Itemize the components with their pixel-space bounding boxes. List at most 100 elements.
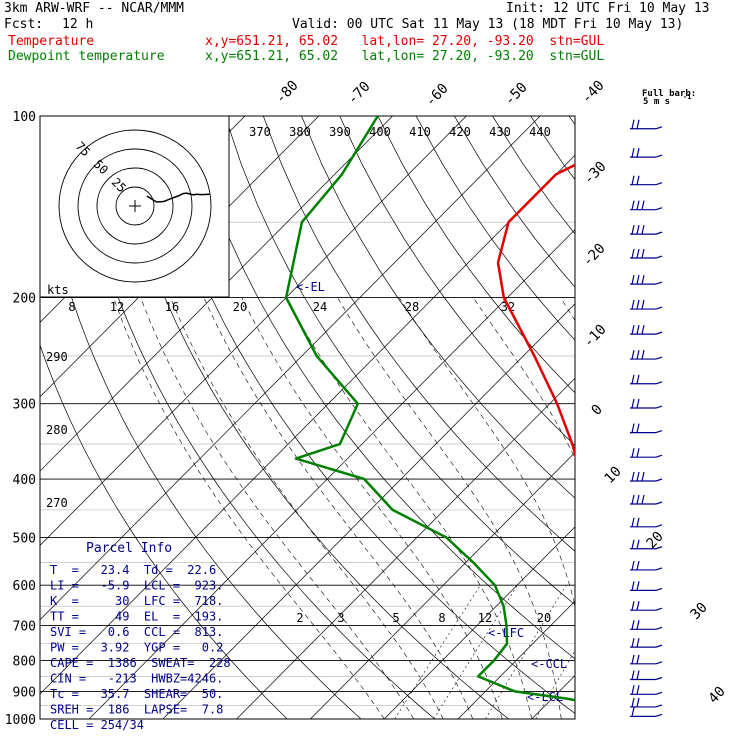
isotherm-label: 40 [706,684,729,707]
pressure-tick-label: 100 [13,110,36,125]
model-title: 3km ARW-WRF -- NCAR/MMM [4,1,185,16]
wind-barb [630,448,663,458]
hodograph-speed-label: 24 [313,300,327,314]
mixing-ratio-line [535,650,575,719]
theta-label: 280 [46,423,68,437]
wind-barb [630,374,663,385]
parcel-info-row: TT = 49 EL = 193. [50,610,223,624]
wind-barb [630,670,663,681]
temperature-location-info: x,y=651.21, 65.02 lat,lon= 27.20, -93.20… [205,34,605,49]
dry-adiabat [262,116,575,552]
parcel-info-box: Parcel Info T = 23.4 Td = 22.6 LI = -5.9 … [50,541,231,732]
wind-barbs [630,119,663,717]
temperature-line [496,163,575,459]
pressure-tick-label: 500 [13,531,36,546]
hodograph-speed-label: 8 [68,300,75,314]
isotherm [88,229,575,719]
level-mark-label: <-EL [296,280,325,294]
theta-e-label: 400 [369,125,391,139]
wind-barb [630,539,663,550]
theta-e-label: 370 [249,125,271,139]
theta-e-label: 380 [289,125,311,139]
isotherm [457,600,575,719]
dewpoint-location-info: x,y=651.21, 65.02 lat,lon= 27.20, -93.20… [205,49,605,64]
hodograph-ring [96,167,174,245]
hodograph-units-label: kts [47,283,69,297]
wind-barb [630,299,663,310]
wind-barb [630,697,663,708]
wind-barb [630,620,663,630]
wind-barb [630,638,663,648]
moist-adiabat [655,298,697,720]
pressure-tick-label: 800 [13,655,36,670]
parcel-info-title: Parcel Info [86,541,172,556]
hodograph-speed-label: 16 [165,300,179,314]
mixing-ratio-label: 12 [478,611,492,625]
dry-adiabat [110,116,509,719]
wind-barb [630,274,663,285]
pressure-tick-label: 700 [13,620,36,635]
theta-e-label: 440 [529,125,551,139]
mixing-ratio-label: 20 [537,611,551,625]
wind-barb [630,560,663,571]
mixing-ratio-label: 8 [438,611,445,625]
parcel-info-row: CAPE = 1386 SWEAT= 228 [50,656,231,670]
wind-barb [630,654,663,665]
barb-legend-line1: Full barb: [642,89,696,99]
mixing-ratio-label: 2 [296,611,303,625]
wind-barb [630,248,663,259]
pressure-tick-label: 200 [13,292,36,307]
wind-barb [630,601,663,611]
moist-adiabat [113,297,385,719]
wind-barb [630,685,663,695]
wind-barb [630,349,663,360]
dry-adiabat [301,116,575,499]
parcel-info-row: Tc = 35.7 SHEAR= 50. [50,687,223,701]
isotherm-label: -80 [273,78,302,107]
dewpoint-line [284,116,575,702]
isotherm-label: -60 [423,81,452,110]
wind-barb [630,707,663,717]
plot-frame [39,115,576,720]
wind-barb [630,581,663,592]
parcel-info-row: LI = -5.9 LCL = 923. [50,579,223,593]
theta-e-label: 430 [489,125,511,139]
theta-e-label: 420 [449,125,471,139]
parcel-info-row: CIN = -213 HWBZ=4246. [50,672,223,686]
isotherm-label: 30 [688,600,711,623]
isotherm [236,377,575,719]
parcel-info-row: SVI = 0.6 CCL = 813. [50,625,223,639]
mixing-ratio-line [581,585,656,719]
dry-adiabat [339,116,575,446]
wind-barb [630,119,663,130]
dry-adiabat [71,116,436,719]
dry-adiabat [415,116,575,341]
barb-legend-line2: 5 m s [643,97,670,107]
moist-adiabat [170,297,444,719]
dry-adiabat [492,116,575,235]
temperature-legend: Temperature [8,34,95,49]
wind-barb [630,147,663,158]
isotherm [679,116,740,719]
isotherm [40,116,393,472]
hodograph-ring [77,148,193,264]
mixing-ratio-line [394,585,481,719]
theta-e-label: 410 [409,125,431,139]
wind-barb [630,200,663,211]
moist-adiabat [203,297,474,719]
parcel-info-row: K = 30 LFC = 718. [50,594,223,608]
pressure-tick-label: 300 [13,398,36,413]
wind-barb [630,517,663,528]
dewpoint-legend: Dewpoint temperature [8,49,165,64]
dry-adiabat [40,161,362,719]
parcel-info-row: CELL = 254/34 [50,718,144,732]
barb-legend-exponent: -1 [683,93,691,101]
valid-time: Valid: 00 UTC Sat 11 May 13 (18 MDT Fri … [292,17,684,32]
moist-adiabat [709,298,740,720]
dry-adiabat [148,116,575,714]
isotherm [162,303,575,719]
wind-barb [630,471,663,482]
